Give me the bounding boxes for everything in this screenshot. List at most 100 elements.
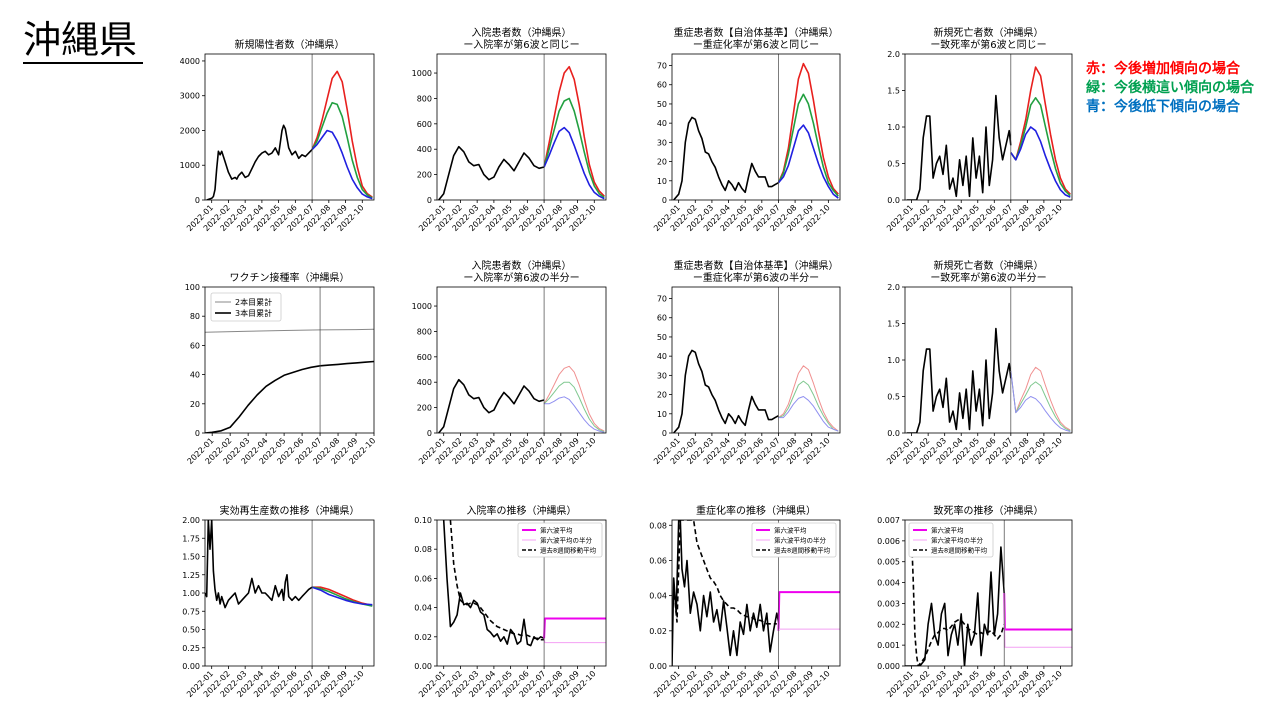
series-line-2	[543, 381, 605, 433]
series-line-2	[1010, 97, 1071, 197]
legend-label: 過去8週間移動平均	[931, 546, 988, 555]
y-tick-label: 0.08	[414, 545, 432, 554]
y-tick-label: 30	[657, 138, 667, 147]
chart-title: 重症患者数【自治体基準】（沖縄県）	[674, 259, 839, 272]
y-tick-label: 400	[417, 145, 432, 154]
series-line-1	[672, 520, 777, 625]
y-tick-label: 20	[657, 158, 667, 167]
y-tick-label: 0.25	[182, 644, 200, 653]
y-tick-label: 0.00	[649, 662, 667, 671]
series-group	[438, 65, 605, 200]
series-line-1	[543, 65, 605, 197]
series-line-3	[1010, 370, 1071, 432]
legend-label: 第六波平均	[774, 526, 807, 535]
y-tick-label: 0.02	[414, 633, 432, 642]
y-tick-label: 2000	[180, 126, 200, 135]
y-tick-label: 0.005	[877, 558, 900, 567]
chart-c3: 重症患者数【自治体基準】（沖縄県）ー重症化率が第6波と同じー 0 10 20 30 40 5…	[652, 26, 841, 233]
y-tick-label: 20	[657, 391, 667, 400]
y-tick-label: 400	[417, 378, 432, 387]
plot-frame	[904, 286, 1073, 434]
series-line-2	[543, 617, 606, 639]
plot-frame	[204, 53, 375, 201]
series-line-2	[1010, 370, 1071, 432]
legend-label: 第六波平均の半分	[931, 536, 984, 545]
legend-label: 第六波平均	[540, 526, 573, 535]
y-tick-label: 1.25	[182, 571, 200, 580]
y-tick-label: 100	[185, 283, 200, 292]
y-tick-label: 2.00	[182, 516, 200, 525]
chart-title: 致死率の推移（沖縄県）	[934, 504, 1044, 517]
series-line-2	[1003, 592, 1072, 631]
series-line-3	[544, 396, 605, 433]
series-group	[206, 70, 373, 200]
y-tick-label: 0.75	[182, 607, 200, 616]
chart-title: ー重症化率が第6波と同じー	[693, 38, 819, 51]
series-line-0	[438, 145, 545, 200]
series-line-3	[777, 124, 839, 199]
y-tick-label: 0.06	[649, 556, 667, 565]
chart-title: 入院患者数（沖縄県）	[472, 26, 572, 39]
series-line-0	[906, 94, 1012, 200]
chart-c8: 新規死亡者数（沖縄県）ー致死率が第6波の半分ー0.00.51.01.52.020…	[885, 259, 1073, 466]
series-line-1	[312, 586, 373, 607]
legend-label: 3本目累計	[235, 308, 272, 318]
series-group	[438, 365, 605, 433]
chart-title: ー入院率が第6波と同じー	[463, 38, 579, 51]
legend-label: 過去8週間移動平均	[774, 546, 831, 555]
series-line-3	[1003, 592, 1072, 648]
y-tick-label: 0.04	[649, 592, 667, 601]
legend-note-blue: 青：今後低下傾向の場合	[1086, 99, 1240, 115]
y-tick-label: 0.00	[182, 662, 200, 671]
series-line-0	[438, 378, 545, 433]
y-tick-label: 0.0	[887, 429, 900, 438]
series-line-0	[205, 328, 374, 333]
series-group	[906, 66, 1071, 200]
y-tick-label: 1.5	[887, 320, 900, 329]
chart-c11: 重症化率の推移（沖縄県）0.000.020.040.060.082022-012…	[649, 504, 841, 699]
y-tick-label: 0	[662, 196, 667, 205]
y-tick-label: 60	[190, 341, 200, 350]
series-line-1	[1010, 366, 1071, 431]
y-tick-label: 1.50	[182, 553, 200, 562]
y-tick-label: 1.00	[182, 589, 200, 598]
legend-note-red: 赤：今後増加傾向の場合	[1086, 61, 1240, 77]
y-tick-label: 0.06	[414, 574, 432, 583]
chart-title: 新規死亡者数（沖縄県）	[934, 259, 1044, 272]
series-group	[673, 349, 839, 433]
y-tick-label: 0	[427, 429, 432, 438]
y-tick-label: 4000	[180, 57, 200, 66]
y-tick-label: 0.002	[877, 620, 900, 629]
y-tick-label: 50	[657, 100, 667, 109]
legend-label: 第六波平均の半分	[540, 536, 593, 545]
chart-title: ワクチン接種率（沖縄県）	[230, 271, 350, 284]
plot-frame	[436, 53, 607, 201]
plot-frame	[204, 286, 375, 434]
y-tick-label: 0.004	[877, 579, 900, 588]
y-tick-label: 0.007	[877, 516, 900, 525]
plot-frame	[671, 519, 841, 667]
y-tick-label: 70	[657, 62, 667, 71]
y-tick-label: 0.006	[877, 537, 900, 546]
series-line-2	[543, 97, 605, 199]
legend-label: 過去8週間移動平均	[540, 546, 597, 555]
plot-frame	[671, 53, 841, 201]
y-tick-label: 1000	[180, 161, 200, 170]
y-tick-label: 70	[657, 295, 667, 304]
series-line-1	[311, 70, 373, 198]
y-tick-label: 0.000	[877, 662, 900, 671]
y-tick-label: 1000	[412, 302, 432, 311]
series-line-3	[543, 638, 606, 644]
series-line-2	[777, 93, 839, 197]
chart-title: 新規陽性者数（沖縄県）	[235, 38, 345, 51]
plot-frame	[904, 53, 1073, 201]
y-tick-label: 40	[190, 371, 200, 380]
y-tick-label: 0	[427, 196, 432, 205]
y-tick-label: 600	[417, 353, 432, 362]
y-tick-label: 0.50	[182, 626, 200, 635]
chart-title: ー致死率が第6波と同じー	[930, 38, 1046, 51]
scenario-legend: 赤：今後増加傾向の場合 緑：今後横這い傾向の場合 青：今後低下傾向の場合	[1086, 60, 1254, 117]
series-line-1	[778, 365, 839, 432]
series-line-2	[777, 591, 840, 631]
series-line-0	[442, 520, 545, 647]
